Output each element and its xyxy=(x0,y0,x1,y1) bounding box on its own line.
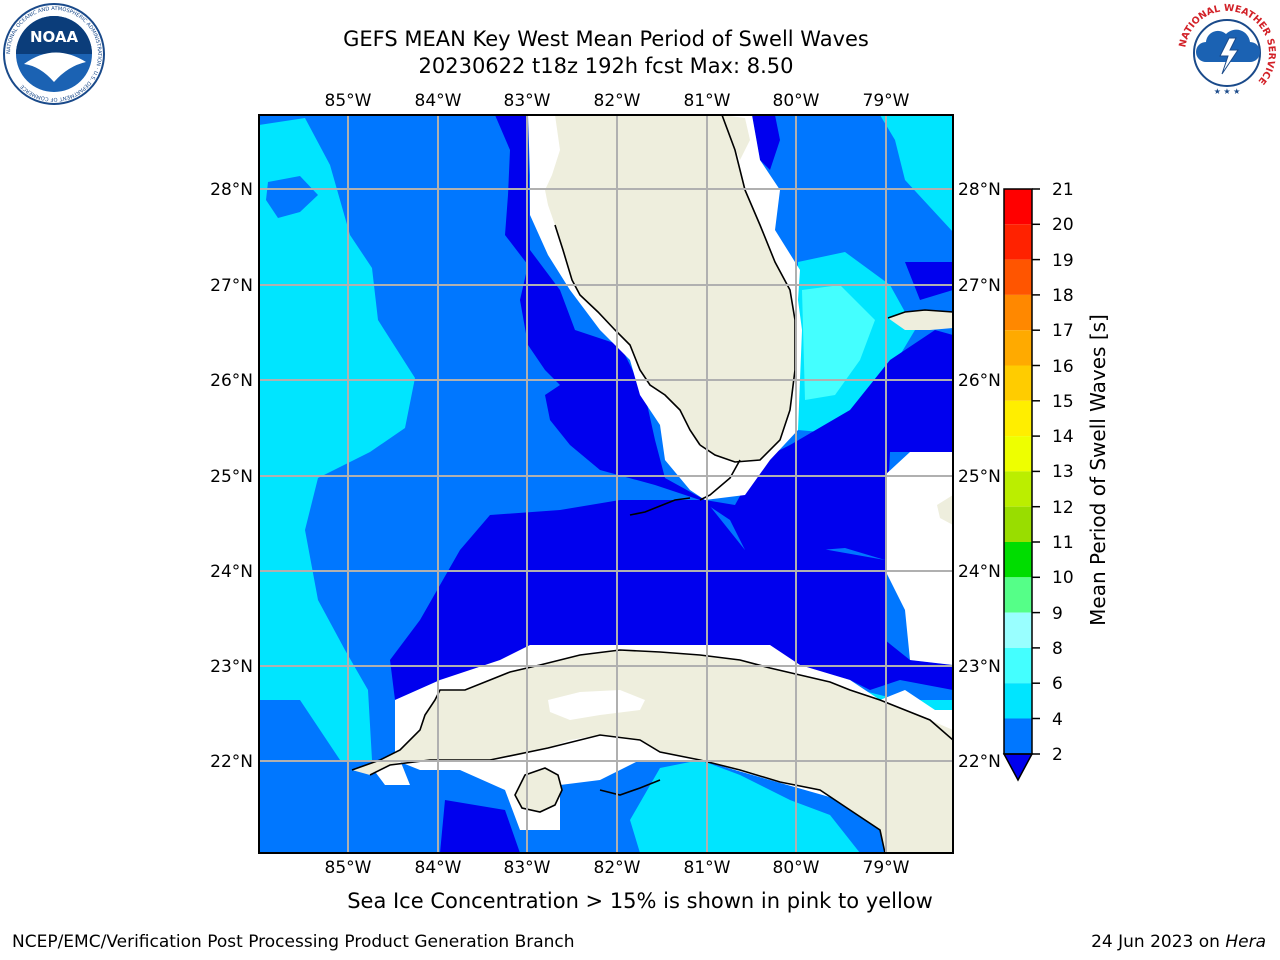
colorbar-seg xyxy=(1004,259,1032,295)
colorbar-tick: 21 xyxy=(1052,180,1074,200)
colorbar-tick: 8 xyxy=(1052,639,1063,659)
colorbar-tick: 13 xyxy=(1052,462,1074,482)
lon-label-top: 80°W xyxy=(773,91,820,111)
land-florida-ne xyxy=(722,115,750,160)
colorbar-seg xyxy=(1004,506,1032,542)
lat-label-left: 27°N xyxy=(210,276,253,296)
swell-band-2-4-island xyxy=(266,176,318,218)
colorbar-tick: 4 xyxy=(1052,710,1063,730)
swell-band-4-6-west xyxy=(259,118,415,760)
map-frame xyxy=(258,114,954,854)
lat-label-left: 24°N xyxy=(210,562,253,582)
credit-text: NCEP/EMC/Verification Post Processing Pr… xyxy=(12,932,575,952)
swell-band-4-6-south xyxy=(630,760,860,853)
date-text: 24 Jun 2023 on xyxy=(1091,932,1226,952)
land-florida xyxy=(545,115,795,462)
colorbar-seg xyxy=(1004,224,1032,260)
colorbar-under-arrow xyxy=(1002,753,1034,782)
lat-label-right: 25°N xyxy=(958,467,1001,487)
colorbar-seg xyxy=(1004,542,1032,578)
masked-area-bahamas xyxy=(885,452,953,665)
colorbar-tick: 11 xyxy=(1052,533,1074,553)
swell-band-lt-2-ne xyxy=(752,115,780,170)
lat-label-left: 28°N xyxy=(210,180,253,200)
lon-label-bottom: 81°W xyxy=(684,858,731,878)
lon-label-top: 79°W xyxy=(863,91,910,111)
chart-title: GEFS MEAN Key West Mean Period of Swell … xyxy=(343,27,869,51)
colorbar-seg xyxy=(1004,330,1032,366)
noaa-logo: NATIONAL OCEANIC AND ATMOSPHERIC ADMINIS… xyxy=(3,3,105,105)
lat-label-right: 23°N xyxy=(958,657,1001,677)
swell-band-4-6-ne xyxy=(880,115,953,232)
land-bahamas-se xyxy=(937,495,953,525)
lon-label-bottom: 80°W xyxy=(773,858,820,878)
lat-label-right: 27°N xyxy=(958,276,1001,296)
land-cuba xyxy=(352,650,953,853)
lat-label-right: 24°N xyxy=(958,562,1001,582)
sea-ice-note: Sea Ice Concentration > 15% is shown in … xyxy=(347,889,933,913)
colorbar-tick: 2 xyxy=(1052,745,1063,765)
lon-label-top: 85°W xyxy=(325,91,372,111)
colorbar-tick: 18 xyxy=(1052,286,1074,306)
lon-label-top: 84°W xyxy=(415,91,462,111)
lon-label-bottom: 85°W xyxy=(325,858,372,878)
colorbar-seg xyxy=(1004,612,1032,648)
colorbar-tick: 17 xyxy=(1052,321,1074,341)
colorbar-seg xyxy=(1004,471,1032,507)
colorbar-tick: 20 xyxy=(1052,215,1074,235)
lon-label-bottom: 79°W xyxy=(863,858,910,878)
colorbar-label: Mean Period of Swell Waves [s] xyxy=(1086,314,1110,626)
swell-band-lt-2-east xyxy=(905,262,953,300)
colorbar-seg xyxy=(1004,365,1032,401)
lat-label-right: 22°N xyxy=(958,752,1001,772)
colorbar-seg xyxy=(1004,294,1032,331)
lon-label-top: 83°W xyxy=(504,91,551,111)
colorbar-seg xyxy=(1004,436,1032,472)
colorbar-seg xyxy=(1004,189,1032,225)
land-cuba-north-cay xyxy=(548,690,645,720)
colorbar-tick: 15 xyxy=(1052,392,1074,412)
swell-band-lt-2-sw xyxy=(440,800,520,853)
colorbar-tick: 16 xyxy=(1052,357,1074,377)
lat-label-left: 26°N xyxy=(210,371,253,391)
swell-band-lt-2-gulf xyxy=(495,115,953,560)
colorbar-seg xyxy=(1004,400,1032,437)
lon-label-bottom: 83°W xyxy=(504,858,551,878)
colorbar-tick: 19 xyxy=(1052,251,1074,271)
lat-label-left: 22°N xyxy=(210,752,253,772)
colorbar-seg xyxy=(1004,718,1032,754)
lat-label-right: 26°N xyxy=(958,371,1001,391)
colorbar-tick: 14 xyxy=(1052,427,1074,447)
lon-label-top: 81°W xyxy=(684,91,731,111)
nws-logo: NATIONAL WEATHER SERVICE ★ ★ ★ xyxy=(1177,3,1277,102)
land-bahamas xyxy=(888,310,953,330)
colorbar-seg xyxy=(1004,647,1032,684)
lon-label-bottom: 84°W xyxy=(415,858,462,878)
chart-subtitle: 20230622 t18z 192h fcst Max: 8.50 xyxy=(418,54,794,78)
swell-band-6-8-east xyxy=(802,285,875,400)
colorbar-tick: 6 xyxy=(1052,674,1063,694)
lon-label-top: 82°W xyxy=(594,91,641,111)
colorbar-seg xyxy=(1004,577,1032,613)
lat-label-right: 28°N xyxy=(958,180,1001,200)
colorbar-tick: 12 xyxy=(1052,498,1074,518)
svg-text:★ ★ ★: ★ ★ ★ xyxy=(1214,87,1241,96)
map-gridlines xyxy=(259,115,953,853)
lat-label-left: 25°N xyxy=(210,467,253,487)
colorbar-tick: 10 xyxy=(1052,568,1074,588)
colorbar: 2 4 6 8 9 10 11 12 13 14 15 16 17 18 19 … xyxy=(1002,180,1074,782)
lat-label-left: 23°N xyxy=(210,657,253,677)
date-stamp: 24 Jun 2023 on Hera xyxy=(1091,932,1266,952)
colorbar-seg xyxy=(1004,683,1032,719)
lon-label-bottom: 82°W xyxy=(594,858,641,878)
noaa-logo-text: NOAA xyxy=(30,28,79,46)
colorbar-tick: 9 xyxy=(1052,604,1063,624)
machine-name: Hera xyxy=(1225,932,1266,952)
